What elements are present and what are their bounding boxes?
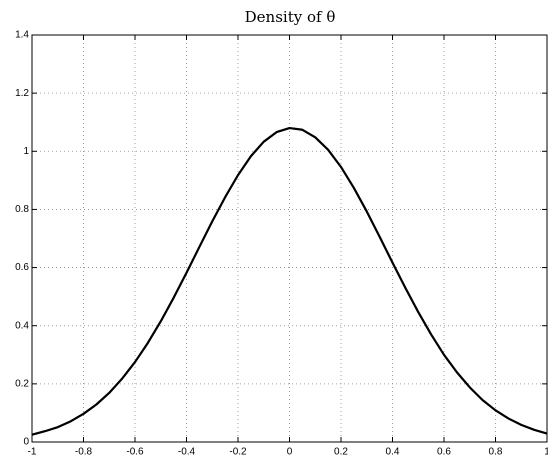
x-tick-label: -0.6: [126, 447, 144, 458]
y-tick-label: 0.8: [15, 204, 29, 215]
x-tick-label: 0.4: [386, 447, 400, 458]
x-tick-label: 0.2: [334, 447, 348, 458]
y-tick-label: 0.4: [15, 320, 29, 331]
x-tick-label: 1: [544, 447, 548, 458]
x-tick-label: -1: [28, 447, 37, 458]
y-tick-label: 1.4: [15, 30, 29, 41]
y-tick-label: 0: [23, 437, 29, 448]
y-tick-label: 1: [23, 146, 29, 157]
plot-frame: [31, 34, 548, 443]
x-tick-label: 0.6: [437, 447, 451, 458]
x-tick-label: -0.2: [229, 447, 247, 458]
x-tick-label: 0.8: [489, 447, 503, 458]
y-tick-label: 0.6: [15, 262, 29, 273]
x-tick-label: -0.8: [75, 447, 93, 458]
y-tick-label: 1.2: [15, 88, 29, 99]
y-tick-label: 0.2: [15, 378, 29, 389]
x-tick-label: 0: [287, 447, 293, 458]
x-tick-label: -0.4: [178, 447, 196, 458]
chart-title: Density of θ: [245, 8, 336, 26]
line: [31, 126, 548, 436]
